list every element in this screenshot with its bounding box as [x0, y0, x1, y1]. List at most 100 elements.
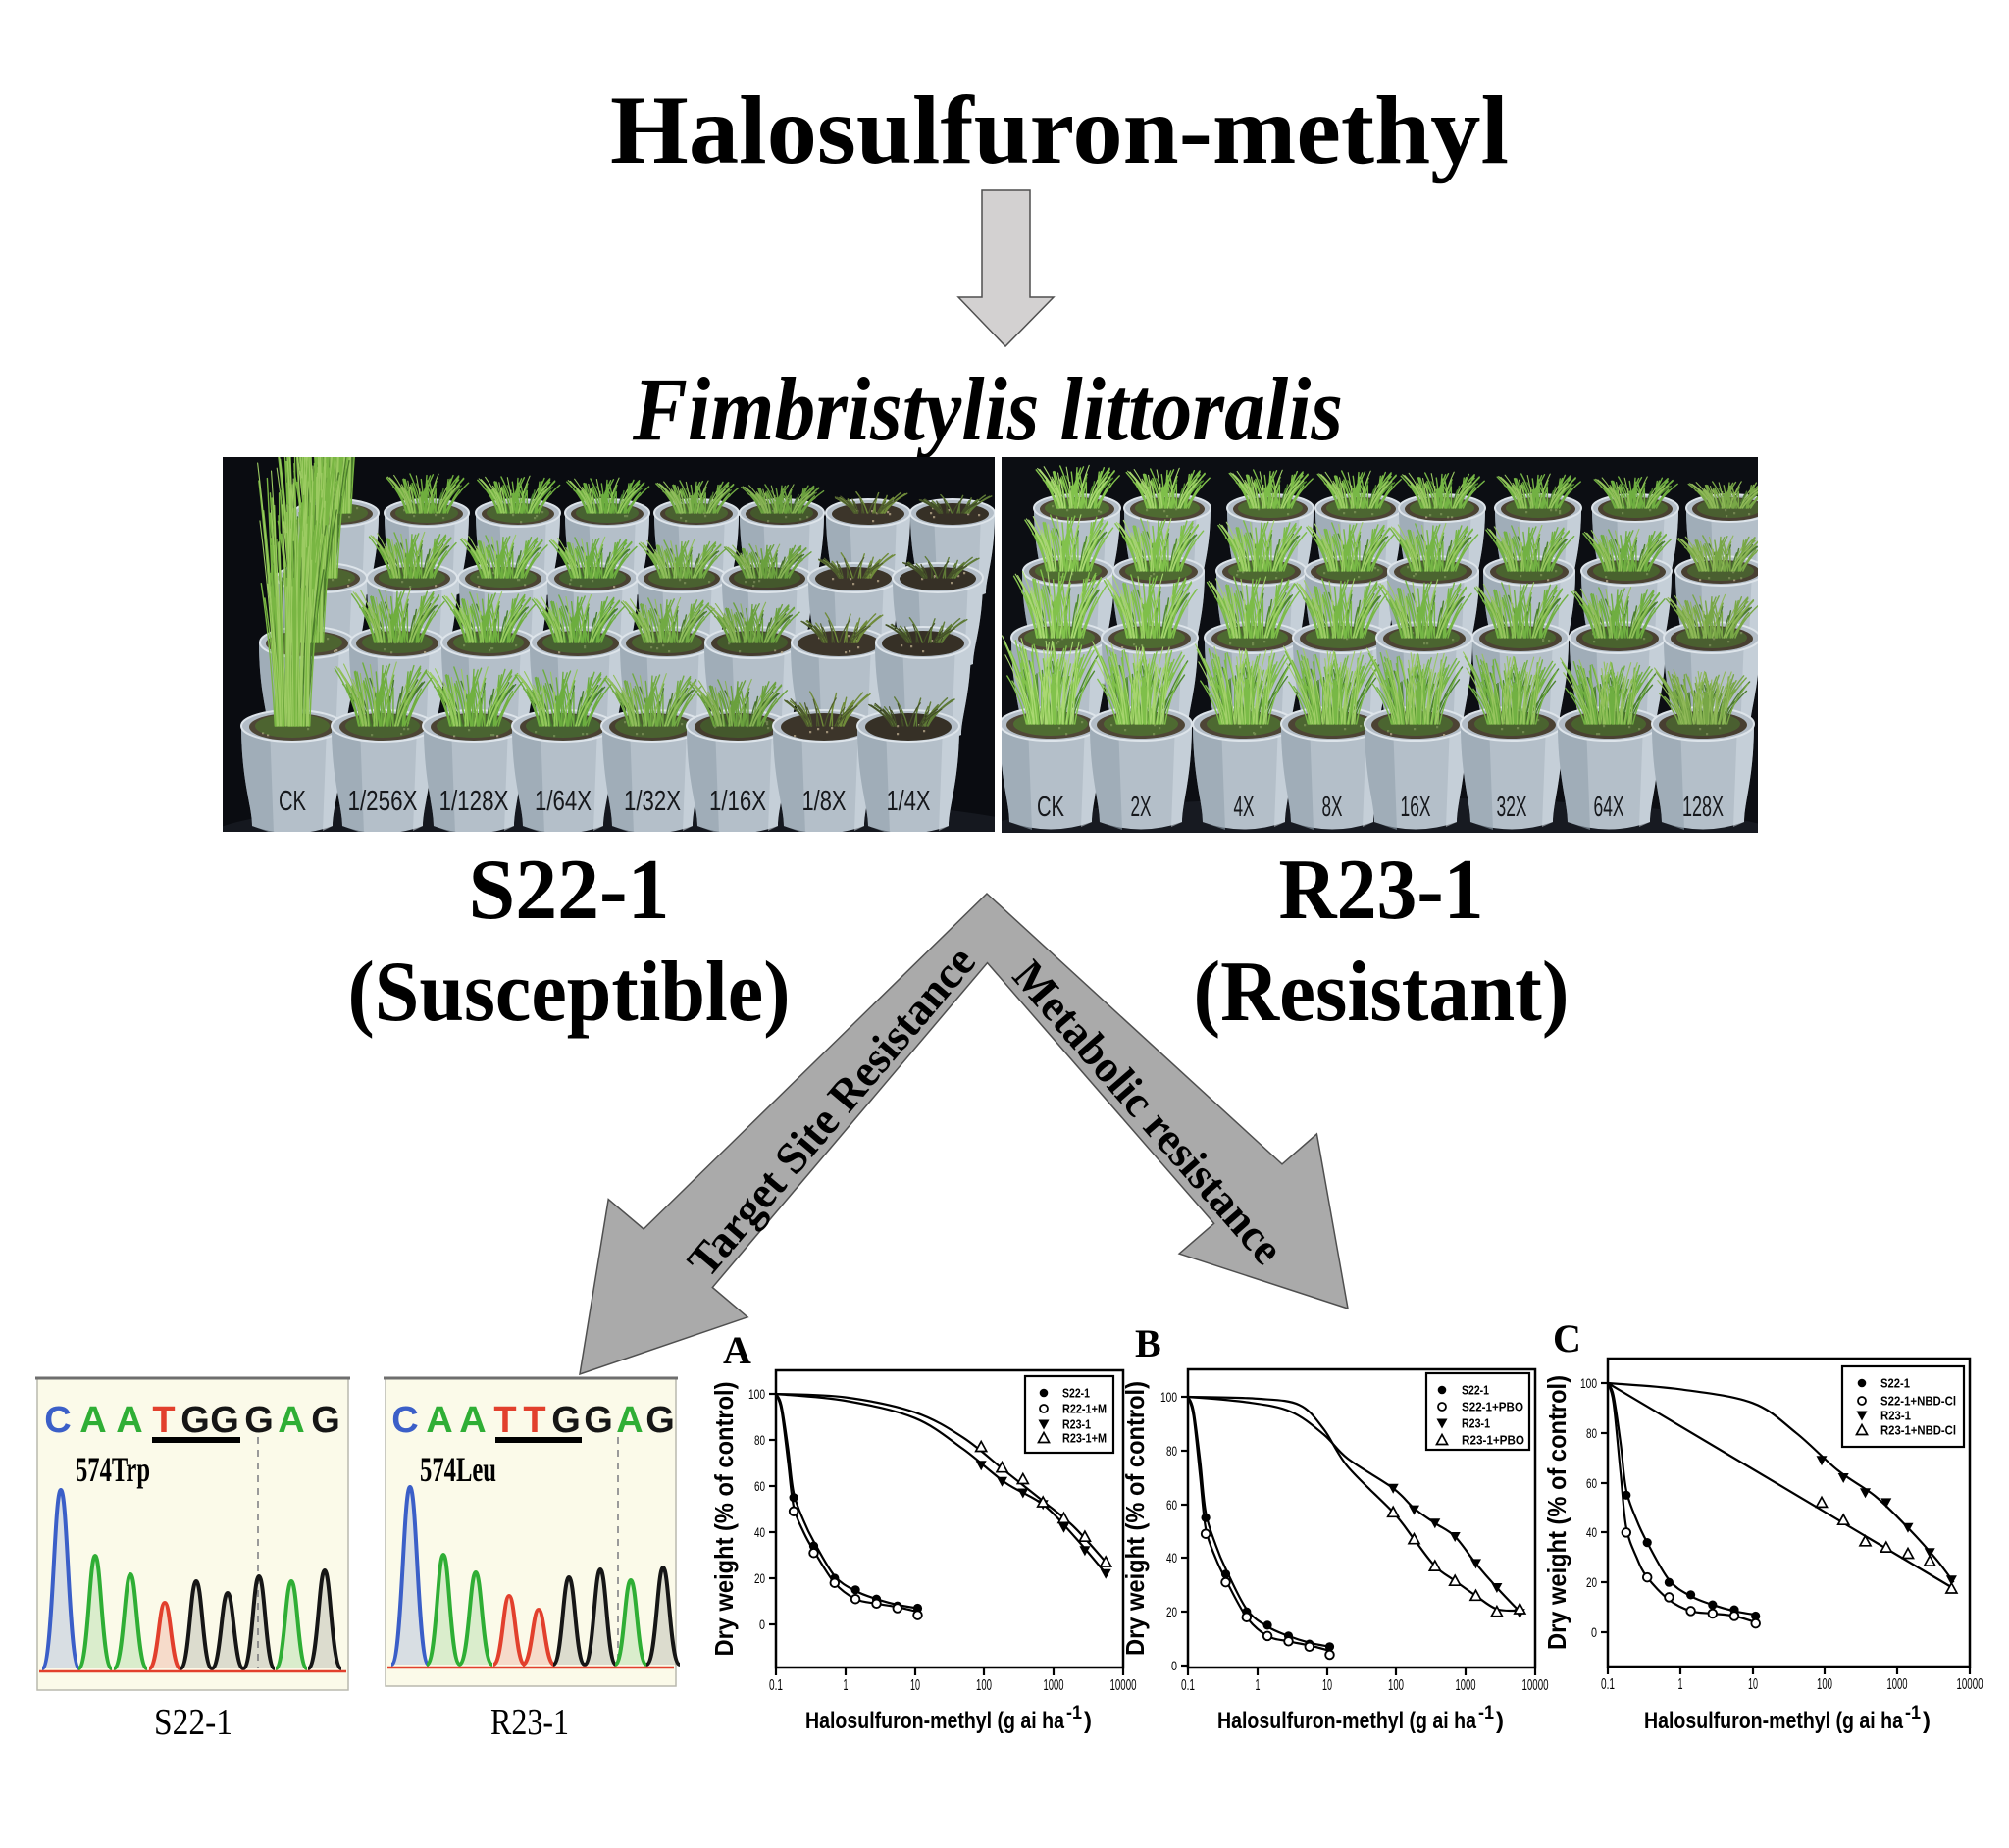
- svg-text:40: 40: [1166, 1550, 1177, 1566]
- svg-text:C: C: [391, 1400, 418, 1441]
- svg-text:A: A: [723, 1328, 751, 1372]
- svg-text:1: 1: [1256, 1677, 1261, 1694]
- svg-text:S22-1: S22-1: [154, 1702, 232, 1743]
- svg-text:S22-1: S22-1: [469, 843, 670, 938]
- svg-text:G: G: [645, 1400, 675, 1441]
- svg-text:1/8X: 1/8X: [802, 786, 847, 817]
- svg-text:100: 100: [748, 1386, 765, 1402]
- svg-text:64X: 64X: [1594, 792, 1624, 823]
- svg-text:-1: -1: [1478, 1703, 1494, 1723]
- svg-text:80: 80: [1586, 1425, 1597, 1441]
- svg-text:-1: -1: [1905, 1703, 1921, 1723]
- svg-text:20: 20: [754, 1570, 765, 1586]
- svg-text:R23-1+NBD-Cl: R23-1+NBD-Cl: [1880, 1423, 1956, 1438]
- svg-text:20: 20: [1586, 1574, 1597, 1590]
- svg-text:): ): [1923, 1708, 1931, 1734]
- svg-text:Dry weight (% of control): Dry weight (% of control): [1120, 1381, 1150, 1656]
- svg-text:CK: CK: [1037, 792, 1064, 823]
- svg-text:A: A: [459, 1400, 486, 1441]
- svg-text:S22-1: S22-1: [1062, 1386, 1090, 1401]
- svg-text:G: G: [311, 1400, 340, 1441]
- svg-text:CK: CK: [279, 786, 306, 817]
- svg-text:1000: 1000: [1456, 1677, 1476, 1694]
- svg-text:R22-1+M: R22-1+M: [1062, 1402, 1107, 1416]
- svg-text:574Trp: 574Trp: [76, 1450, 150, 1489]
- svg-text:A: A: [278, 1400, 304, 1441]
- svg-text:R23-1: R23-1: [1062, 1417, 1091, 1432]
- svg-text:G: G: [180, 1400, 210, 1441]
- svg-text:R23-1: R23-1: [1880, 1409, 1911, 1423]
- svg-text:8X: 8X: [1322, 792, 1343, 823]
- svg-text:60: 60: [1166, 1497, 1177, 1513]
- svg-text:1/64X: 1/64X: [535, 786, 592, 817]
- svg-text:60: 60: [754, 1478, 765, 1494]
- svg-text:T: T: [152, 1400, 175, 1441]
- svg-text:10000: 10000: [1957, 1676, 1983, 1693]
- svg-text:C: C: [44, 1400, 71, 1441]
- svg-text:-1: -1: [1066, 1703, 1082, 1723]
- svg-text:10: 10: [910, 1677, 920, 1694]
- svg-text:0: 0: [759, 1617, 765, 1632]
- svg-text:40: 40: [1586, 1524, 1597, 1540]
- svg-text:A: A: [79, 1400, 106, 1441]
- svg-text:G: G: [584, 1400, 613, 1441]
- svg-text:(Resistant): (Resistant): [1194, 945, 1570, 1040]
- svg-text:R23-1: R23-1: [1279, 843, 1484, 938]
- svg-text:B: B: [1135, 1321, 1161, 1365]
- svg-text:1/4X: 1/4X: [887, 786, 931, 817]
- svg-text:A: A: [116, 1400, 142, 1441]
- svg-text:Halosulfuron-methyl (g ai ha: Halosulfuron-methyl (g ai ha: [1644, 1708, 1904, 1734]
- svg-text:G: G: [551, 1400, 581, 1441]
- svg-text:16X: 16X: [1401, 792, 1431, 823]
- svg-text:T: T: [493, 1400, 516, 1441]
- svg-text:1000: 1000: [1044, 1677, 1064, 1694]
- svg-text:1: 1: [844, 1677, 849, 1694]
- svg-text:Dry weight (% of control): Dry weight (% of control): [1542, 1375, 1571, 1650]
- svg-text:Halosulfuron-methyl: Halosulfuron-methyl: [610, 76, 1509, 184]
- svg-text:10: 10: [1322, 1677, 1332, 1694]
- svg-text:40: 40: [754, 1524, 765, 1540]
- svg-text:1/16X: 1/16X: [709, 786, 766, 817]
- svg-text:R23-1: R23-1: [1462, 1416, 1490, 1431]
- svg-text:S22-1: S22-1: [1880, 1376, 1910, 1391]
- svg-text:10000: 10000: [1110, 1677, 1137, 1694]
- svg-text:S22-1: S22-1: [1462, 1383, 1489, 1398]
- svg-text:Dry weight (% of control): Dry weight (% of control): [709, 1382, 739, 1657]
- svg-text:1000: 1000: [1887, 1676, 1908, 1693]
- svg-text:A: A: [426, 1400, 452, 1441]
- svg-text:): ): [1496, 1708, 1504, 1734]
- svg-text:100: 100: [1388, 1677, 1404, 1694]
- svg-text:0.1: 0.1: [1601, 1676, 1615, 1693]
- svg-text:10000: 10000: [1522, 1677, 1549, 1694]
- svg-text:80: 80: [1166, 1443, 1177, 1459]
- svg-text:60: 60: [1586, 1475, 1597, 1491]
- svg-text:G: G: [210, 1400, 239, 1441]
- svg-text:1/128X: 1/128X: [439, 786, 509, 817]
- svg-text:32X: 32X: [1497, 792, 1527, 823]
- svg-text:100: 100: [1817, 1676, 1832, 1693]
- svg-text:0: 0: [1171, 1658, 1177, 1673]
- svg-text:): ): [1084, 1708, 1092, 1734]
- svg-text:100: 100: [1160, 1389, 1177, 1405]
- svg-text:100: 100: [1580, 1375, 1597, 1391]
- svg-text:R23-1: R23-1: [490, 1702, 569, 1743]
- svg-text:80: 80: [754, 1432, 765, 1448]
- svg-text:C: C: [1553, 1316, 1581, 1360]
- svg-text:20: 20: [1166, 1604, 1177, 1619]
- svg-text:1/32X: 1/32X: [624, 786, 681, 817]
- svg-text:2X: 2X: [1131, 792, 1152, 823]
- svg-text:1: 1: [1678, 1676, 1683, 1693]
- svg-text:A: A: [616, 1400, 643, 1441]
- svg-text:0.1: 0.1: [769, 1677, 783, 1694]
- svg-text:Halosulfuron-methyl (g ai ha: Halosulfuron-methyl (g ai ha: [1217, 1708, 1477, 1734]
- svg-text:Halosulfuron-methyl (g ai ha: Halosulfuron-methyl (g ai ha: [805, 1708, 1065, 1734]
- svg-text:R23-1+M: R23-1+M: [1062, 1431, 1107, 1446]
- svg-text:S22-1+NBD-Cl: S22-1+NBD-Cl: [1880, 1394, 1956, 1409]
- svg-text:4X: 4X: [1234, 792, 1255, 823]
- svg-text:100: 100: [976, 1677, 992, 1694]
- svg-text:Fimbristylis littoralis: Fimbristylis littoralis: [632, 359, 1343, 459]
- svg-text:R23-1+PBO: R23-1+PBO: [1462, 1433, 1524, 1448]
- svg-text:128X: 128X: [1682, 792, 1724, 823]
- svg-text:10: 10: [1748, 1676, 1758, 1693]
- svg-text:S22-1+PBO: S22-1+PBO: [1462, 1400, 1523, 1414]
